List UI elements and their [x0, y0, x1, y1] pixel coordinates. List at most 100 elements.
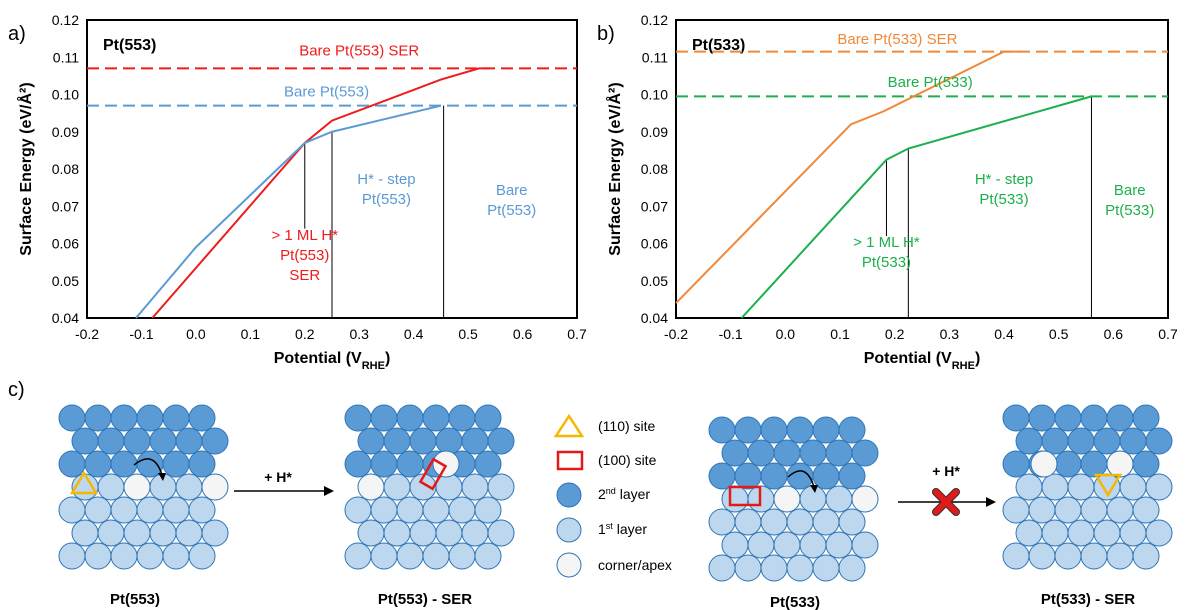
annotation-label: Bare Pt(533) SER [837, 31, 957, 48]
atom-1st-layer [474, 496, 502, 524]
atom-2nd-layer [1080, 404, 1108, 432]
atom-1st-layer [1106, 496, 1134, 524]
atom-2nd-layer [162, 450, 190, 478]
annotation-label: Bare Pt(553) SER [299, 42, 419, 59]
atom-1st-layer [1015, 519, 1043, 547]
atom-2nd-layer [1132, 450, 1160, 478]
y-tick-label: 0.12 [52, 12, 79, 28]
y-tick-label: 0.11 [53, 49, 79, 65]
legend-label-110: (110) site [598, 418, 656, 434]
atom-1st-layer [344, 542, 372, 570]
atom-2nd-layer [383, 427, 411, 455]
blocked-x-icon [932, 488, 960, 516]
atom-1st-layer [370, 542, 398, 570]
atom-1st-layer [136, 496, 164, 524]
atom-1st-layer [149, 519, 177, 547]
atom-1st-layer [370, 496, 398, 524]
atom-1st-layer [760, 554, 788, 582]
atom-2nd-layer [344, 450, 372, 478]
atom-1st-layer [487, 473, 515, 501]
atom-1st-layer [97, 473, 125, 501]
site-100-marker [728, 485, 762, 507]
reaction-arrow-2-blocked: + H* [898, 463, 996, 516]
atom-1st-layer [1145, 473, 1173, 501]
atom-2nd-layer [747, 439, 775, 467]
x-tick-label: 0.2 [295, 326, 315, 342]
atom-1st-layer [136, 542, 164, 570]
atom-1st-layer [747, 531, 775, 559]
hop-arrowhead [810, 485, 818, 493]
atom-corner-apex [201, 473, 229, 501]
atom-1st-layer [786, 554, 814, 582]
atom-2nd-layer [71, 427, 99, 455]
atom-1st-layer [1119, 519, 1147, 547]
atom-2nd-layer [1028, 404, 1056, 432]
atom-1st-layer [1119, 473, 1147, 501]
atom-1st-layer [734, 508, 762, 536]
panel-label: a) [8, 23, 26, 45]
atom-1st-layer [84, 496, 112, 524]
x-tick-label: -0.2 [75, 326, 99, 342]
x-tick-label: -0.1 [129, 326, 153, 342]
legend-label-1st: 1st layer [598, 521, 647, 537]
square-icon [556, 450, 584, 471]
atom-1st-layer [1106, 542, 1134, 570]
atom-2nd-layer [760, 416, 788, 444]
annotation-label: Bare Pt(553) [284, 83, 369, 100]
legend: (110) site (100) site 2nd layer 1st laye… [553, 413, 672, 578]
y-tick-label: 0.04 [641, 310, 668, 326]
x-tick-label: 0.7 [567, 326, 587, 342]
hop-arrow [787, 470, 815, 488]
atom-1st-layer [409, 519, 437, 547]
surface-energy-line [675, 50, 1021, 304]
surface-label: Pt(533) [692, 37, 745, 54]
atom-2nd-layer [136, 404, 164, 432]
x-axis-label: Potential (VRHE) [274, 350, 391, 372]
atom-2nd-layer [110, 404, 138, 432]
atom-1st-icon [556, 517, 582, 543]
atom-2nd-layer [370, 450, 398, 478]
atom-2nd-layer [396, 450, 424, 478]
atom-1st-layer [708, 554, 736, 582]
atom-1st-layer [344, 496, 372, 524]
atom-1st-layer [825, 485, 853, 513]
y-tick-label: 0.06 [641, 236, 668, 252]
atom-1st-layer [461, 473, 489, 501]
atom-2nd-layer [188, 404, 216, 432]
x-tick-label: 0.3 [940, 326, 960, 342]
atom-1st-layer [110, 542, 138, 570]
arrow-1-label: + H* [264, 469, 292, 485]
atom-1st-layer [1054, 496, 1082, 524]
atom-2nd-layer [1054, 450, 1082, 478]
x-tick-label: -0.2 [664, 326, 688, 342]
atom-1st-layer [760, 508, 788, 536]
atom-1st-layer [786, 508, 814, 536]
slab-pt533-ser [1002, 404, 1173, 570]
legend-label-2nd: 2nd layer [598, 486, 650, 502]
atom-2nd-layer [461, 427, 489, 455]
atom-2nd-layer [201, 427, 229, 455]
atom-2nd-layer [760, 462, 788, 490]
atom-1st-layer [84, 542, 112, 570]
panel-b-chart: -0.2 -0.1 0.0 0.1 0.2 0.3 0.4 0.5 0.6 0.7 0.04 0.05… [597, 12, 1178, 372]
x-tick-label: 0.6 [1104, 326, 1124, 342]
legend-label-100: (100) site [598, 452, 657, 468]
x-tick-label: -0.1 [719, 326, 743, 342]
atom-1st-layer [175, 473, 203, 501]
atom-2nd-layer [799, 439, 827, 467]
atom-2nd-layer [721, 439, 749, 467]
atom-1st-layer [1015, 473, 1043, 501]
slab-pt553 [58, 404, 229, 570]
atom-2nd-layer [734, 416, 762, 444]
arrow-2-label: + H* [932, 463, 960, 479]
atom-1st-layer [838, 508, 866, 536]
atom-1st-layer [1067, 473, 1095, 501]
atom-corner-apex [773, 485, 801, 513]
plot-frame [675, 19, 1169, 319]
atom-2nd-layer [84, 404, 112, 432]
atom-2nd-layer [123, 427, 151, 455]
y-tick-label: 0.07 [52, 198, 79, 214]
atom-1st-layer [1067, 519, 1095, 547]
atom-2nd-layer [838, 416, 866, 444]
atom-2nd-layer [162, 404, 190, 432]
